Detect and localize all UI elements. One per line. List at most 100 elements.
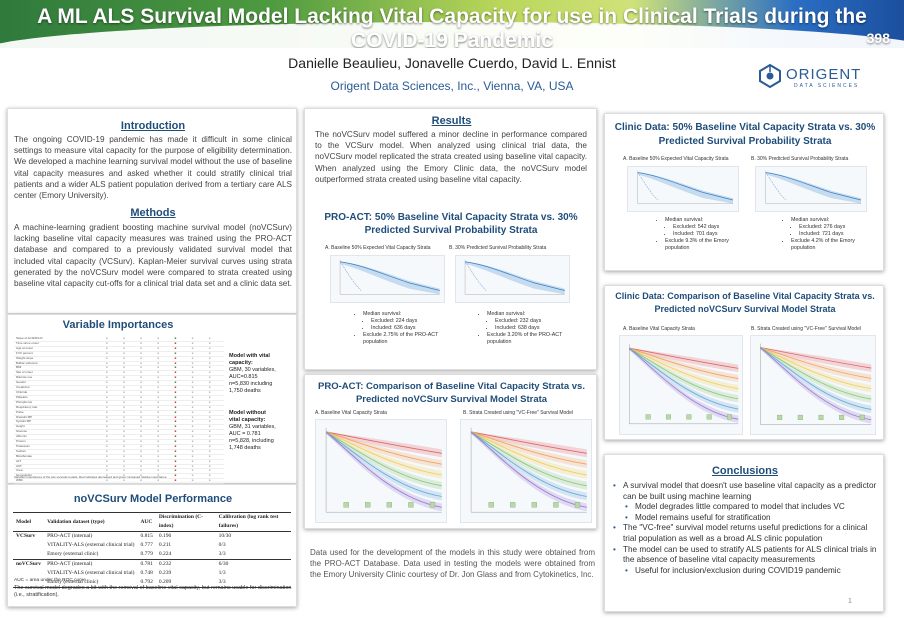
survival-curve (470, 431, 587, 487)
confidence-band (629, 348, 739, 373)
performance-cell: 0.211 (158, 542, 171, 548)
var-imp-row: Weight slope ■ ■ ■ ■ ■ ■ ■ (14, 356, 224, 362)
var-imp-row: Hemoglobin ■ ■ ■ ■ ■ ■ ■ (14, 473, 224, 480)
var-imp-cell: ■ (138, 478, 156, 485)
var-imp-feature: WBC (14, 478, 104, 485)
risk-table-marker (343, 502, 349, 508)
var-imp-row: Glucose ■ ■ ■ ■ ■ ■ ■ (14, 429, 224, 436)
var-imp-feature: Slope of ALSFRS-R (14, 336, 104, 342)
risk-table-marker (777, 414, 783, 420)
var-imp-cell: ■ (155, 478, 173, 485)
performance-footnote-auc: AUC = area under the ROC curve (14, 578, 86, 583)
risk-table-marker (408, 502, 414, 508)
var-imp-cell: ■ (155, 469, 173, 475)
survival-curve (470, 431, 587, 497)
var-imp-cell: ■ (121, 473, 139, 480)
conclusions-card: Conclusions A survival model that doesn'… (604, 454, 884, 612)
poster-title: A ML ALS Survival Model Lacking Vital Ca… (37, 5, 867, 48)
var-imp-cell: ■ (172, 459, 190, 465)
var-imp-cell: ■ (121, 459, 139, 465)
var-imp-cell: ■ (189, 346, 207, 352)
risk-table-marker (553, 502, 559, 508)
var-imp-row: Chloride ■ ■ ■ ■ ■ ■ ■ (14, 390, 224, 396)
var-imp-cell: ■ (121, 429, 139, 436)
confidence-band (760, 347, 872, 393)
var-imp-feature: Platelets (14, 395, 104, 401)
var-imp-cell: ■ (206, 439, 224, 445)
survival-curve (760, 347, 872, 369)
proact50-caption-a: A. Baseline 50% Expected Vital Capacity … (325, 245, 431, 251)
var-imp-cell: ■ (206, 444, 224, 450)
stat-bullet: Exclude 9.3% of the Emory population (665, 238, 740, 252)
var-imp-cell: ■ (155, 341, 173, 347)
var-imp-cell: ■ (172, 444, 190, 450)
model-note-line: capacity: (229, 360, 253, 366)
performance-col-header: Discrimination (C-index) (155, 512, 216, 532)
performance-cell: VITALITY-ALS (external clinical trial) (47, 542, 135, 548)
clinic50-bullets-a: Median survival:Excluded: 542 daysInclud… (655, 217, 740, 252)
var-imp-cell: ■ (189, 478, 207, 485)
var-imp-cell: ■ (206, 336, 224, 342)
performance-row: VITALITY-ALS (external clinical trial) 0.… (13, 569, 291, 578)
var-imp-cell: ■ (206, 341, 224, 347)
var-imp-feature: Glucose (14, 429, 104, 436)
var-imp-row: Potassium ■ ■ ■ ■ ■ ■ ■ (14, 444, 224, 450)
var-imp-cell: ■ (104, 366, 122, 372)
risk-table-marker (727, 414, 732, 420)
var-imp-cell: ■ (121, 366, 139, 372)
performance-row: noVCSurv PRO-ACT (internal) 0.781 0.232 6/30 (13, 559, 291, 569)
clinic50-plot-a (627, 166, 739, 212)
var-imp-cell: ■ (189, 370, 207, 377)
var-imp-feature: Height (14, 424, 104, 431)
var-imp-row: Time since onset ■ ■ ■ ■ ■ ■ ■ (14, 341, 224, 347)
var-imp-cell: ■ (172, 424, 190, 431)
var-imp-cell: ■ (189, 380, 207, 387)
var-imp-cell: ■ (104, 341, 122, 347)
var-imp-feature: Gender (14, 380, 104, 387)
performance-cell: 0.777 (140, 542, 153, 548)
var-imp-cell: ■ (172, 464, 190, 470)
stat-bullet: Exclude 3.20% of the PRO-ACT population (487, 332, 567, 346)
var-imp-cell: ■ (121, 478, 139, 485)
performance-cell: 10/30 (218, 533, 232, 539)
var-imp-cell: ■ (155, 346, 173, 352)
var-imp-cell: ■ (104, 473, 122, 480)
stat-bullet: Included: 701 days (673, 231, 740, 238)
var-imp-feature: Diastolic BP (14, 415, 104, 421)
var-imp-cell: ■ (121, 410, 139, 416)
var-imp-cell: ■ (172, 434, 190, 441)
proact50-bullets-b: Median survival:Excluded: 232 daysInclud… (477, 311, 567, 346)
survival-curve (325, 431, 442, 508)
var-imp-feature: FVC percent (14, 351, 104, 357)
var-imp-row: Protein ■ ■ ■ ■ ■ ■ ■ (14, 439, 224, 445)
stat-bullet: Excluded: 276 days (799, 224, 866, 231)
conclusion-item: The model can be used to stratify ALS pa… (613, 545, 881, 566)
survival-curve (629, 347, 739, 390)
var-imp-row: Respiratory rate ■ ■ ■ ■ ■ ■ ■ (14, 405, 224, 411)
var-imp-cell: ■ (206, 469, 224, 475)
var-imp-cell: ■ (121, 380, 139, 387)
var-imp-cell: ■ (138, 405, 156, 411)
survival-curve (465, 261, 565, 291)
var-imp-cell: ■ (104, 375, 122, 382)
var-imp-cell: ■ (172, 478, 190, 485)
var-imp-feature: Respiratory rate (14, 405, 104, 411)
clinic50-bullets-b: Median survival:Excluded: 276 daysInclud… (781, 217, 866, 252)
var-imp-row: Gender ■ ■ ■ ■ ■ ■ ■ (14, 380, 224, 387)
var-imp-cell: ■ (172, 366, 190, 372)
var-imp-cell: ■ (206, 385, 224, 391)
var-imp-cell: ■ (138, 429, 156, 436)
conclusion-subitem: Model remains useful for stratification (613, 513, 881, 524)
var-imp-cell: ■ (138, 385, 156, 391)
var-imp-row: BMI ■ ■ ■ ■ ■ ■ ■ (14, 366, 224, 372)
clinic-cmp-caption-b: B. Strata Created using "VC-Free" Surviv… (751, 326, 861, 332)
var-imp-cell: ■ (104, 336, 122, 342)
var-imp-cell: ■ (206, 459, 224, 465)
performance-cell: 3/3 (215, 578, 291, 588)
var-imp-cell: ■ (189, 395, 207, 401)
clinic-cmp-plot-b (750, 335, 876, 435)
var-imp-cell: ■ (189, 356, 207, 362)
var-imp-cell: ■ (138, 449, 156, 455)
survival-curve (760, 347, 872, 390)
performance-heading: noVCSurv Model Performance (73, 493, 233, 505)
